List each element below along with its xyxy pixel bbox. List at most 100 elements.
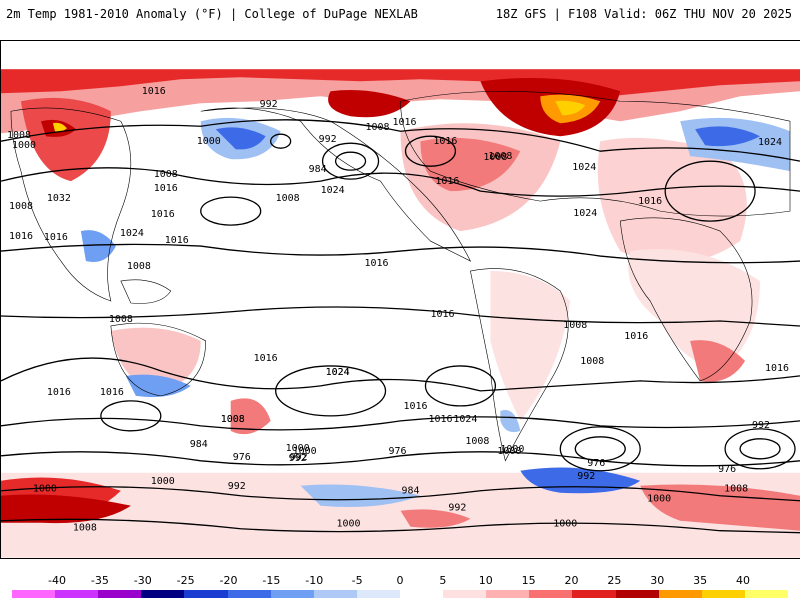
isobar-label-text: 1024 [572,162,596,173]
isobar-label: 1016 [254,353,278,364]
colorbar-swatch [486,590,530,598]
map-panel: 1016 992 1008 1000 1008 1016 1008 1016 1000 992 10… [0,40,800,559]
isobar-label-text: 1016 [428,414,452,425]
colorbar-swatch [529,590,573,598]
colorbar-tick-label: -5 [351,574,363,587]
isobar-label: 1024 [120,228,144,239]
isobar-label: 1016 [165,235,189,246]
isobar-label-text: 976 [233,452,251,463]
isobar-label-text: 1016 [165,235,189,246]
isobar-label-text: 1016 [100,387,124,398]
colorbar-swatch [98,590,142,598]
isobar-label-text: 1024 [326,367,350,378]
colorbar-tick-label: 35 [693,574,708,587]
isobar-label-text: 1016 [151,209,175,220]
isobar-label-text: 992 [752,420,770,431]
isobar-label-text: 1016 [435,176,459,187]
isobar-label: 1008 [366,122,390,133]
isobar-label: 1008 [465,436,489,447]
isobar-label: 1024 [321,185,345,196]
isobar-label: 1024 [573,208,597,219]
isobar-label-text: 1016 [403,401,427,412]
colorbar-swatch [313,590,358,598]
isobar-label: 1008 [9,201,33,212]
colorbar-swatch [615,590,660,598]
isobar-label-text: 1016 [44,232,68,243]
colorbar-swatch [744,590,789,598]
isobar-label-text: 1008 [580,356,604,367]
isobar-label-text: 1016 [430,309,454,320]
colorbar-tick-label: -30 [133,574,152,587]
colorbar-tick-label: -10 [305,574,324,587]
isobar-label: 1016 [44,232,68,243]
isobar-label-text: 1000 [500,444,524,455]
isobar-label: 1024 [758,137,782,148]
model-run-info: 18Z GFS | F108 Valid: 06Z THU NOV 20 202… [495,7,792,21]
isobar-label-text: 1032 [47,193,71,204]
isobar-label: 976 [718,464,736,475]
isobar-label-text: 1000 [337,519,361,530]
isobar-label: 1000 [151,476,175,487]
isobar-label: 1000 [337,519,361,530]
isobar-contours [1,119,800,534]
colorbar-swatch [12,590,56,598]
isobar-label-text: 1008 [483,152,507,163]
colorbar-swatch [701,590,746,598]
isobar-label-text: 1008 [366,122,390,133]
isobar-label: 1008 [580,356,604,367]
isobar-label: 984 [190,439,208,450]
isobar-label-text: 976 [587,458,605,469]
isobar-label-text: 976 [388,446,406,457]
colorbar-tick-label: 20 [564,574,579,587]
isobar-label: 992 [319,134,337,145]
colorbar-swatch [400,590,444,598]
isobar-label-text: 1000 [151,476,175,487]
isobar-label: 1016 [433,136,457,147]
isobar-label: 1008 [221,414,245,425]
colorbar-swatch [270,590,315,598]
isobar-label: 1032 [47,193,71,204]
isobar-label-text: 1000 [553,519,577,530]
map-title: 2m Temp 1981-2010 Anomaly (°F) | College… [6,7,418,21]
isobar-label-text: 992 [289,453,307,464]
isobar-label: 992 [577,471,595,482]
isobar-label: 1024 [572,162,596,173]
isobar-label-text: 1008 [465,436,489,447]
isobar-label-text: 992 [228,481,246,492]
isobar-label-text: 1016 [638,196,662,207]
isobar-label: 1008 [563,320,587,331]
isobar-label-text: 992 [290,452,308,463]
colorbar-tick-label: -20 [219,574,238,587]
isobar-label-text: 984 [190,439,208,450]
isobar-label: 1008 [73,523,97,534]
isobar-label-text: 1024 [321,185,345,196]
isobar-label-text: 1024 [326,367,350,378]
isobar-label: 1008 [483,152,507,163]
isobar-label: 1024 [326,367,350,378]
colorbar: -40 -35 -30 -25 -20 -15 -10 -5 0 5 10 15 20 25 30 35 40 [0,568,800,600]
isobar-label-text: 984 [401,486,419,497]
coastlines [10,91,791,462]
isobar-label-text: 1016 [365,258,389,269]
isobar-label-text: 1000 [12,140,36,151]
isobar-label-text: 1008 [127,261,151,272]
colorbar-tick-label: 40 [736,574,750,587]
isobar-label-text: 1008 [7,130,31,141]
isobar-label-text: 1016 [765,363,789,374]
isobar-label-text: 1024 [120,228,144,239]
isobar-label: 1016 [403,401,427,412]
isobar-label-text: 1008 [276,193,300,204]
isobar-label-text: 1008 [73,523,97,534]
isobar-label-text: 1008 [724,484,748,495]
isobar-label: 976 [388,446,406,457]
colorbar-tick-label: -35 [90,574,109,587]
isobar-label: 1000 [647,494,671,505]
isobar-label: 976 [587,458,605,469]
isobar-label: 992 [228,481,246,492]
colorbar-tick-label: -40 [48,574,66,587]
isobar-label-text: 976 [718,464,736,475]
isobar-label-text: 992 [260,99,278,110]
isobar-label-text: 1008 [563,320,587,331]
colorbar-tick-label: -25 [176,574,195,587]
